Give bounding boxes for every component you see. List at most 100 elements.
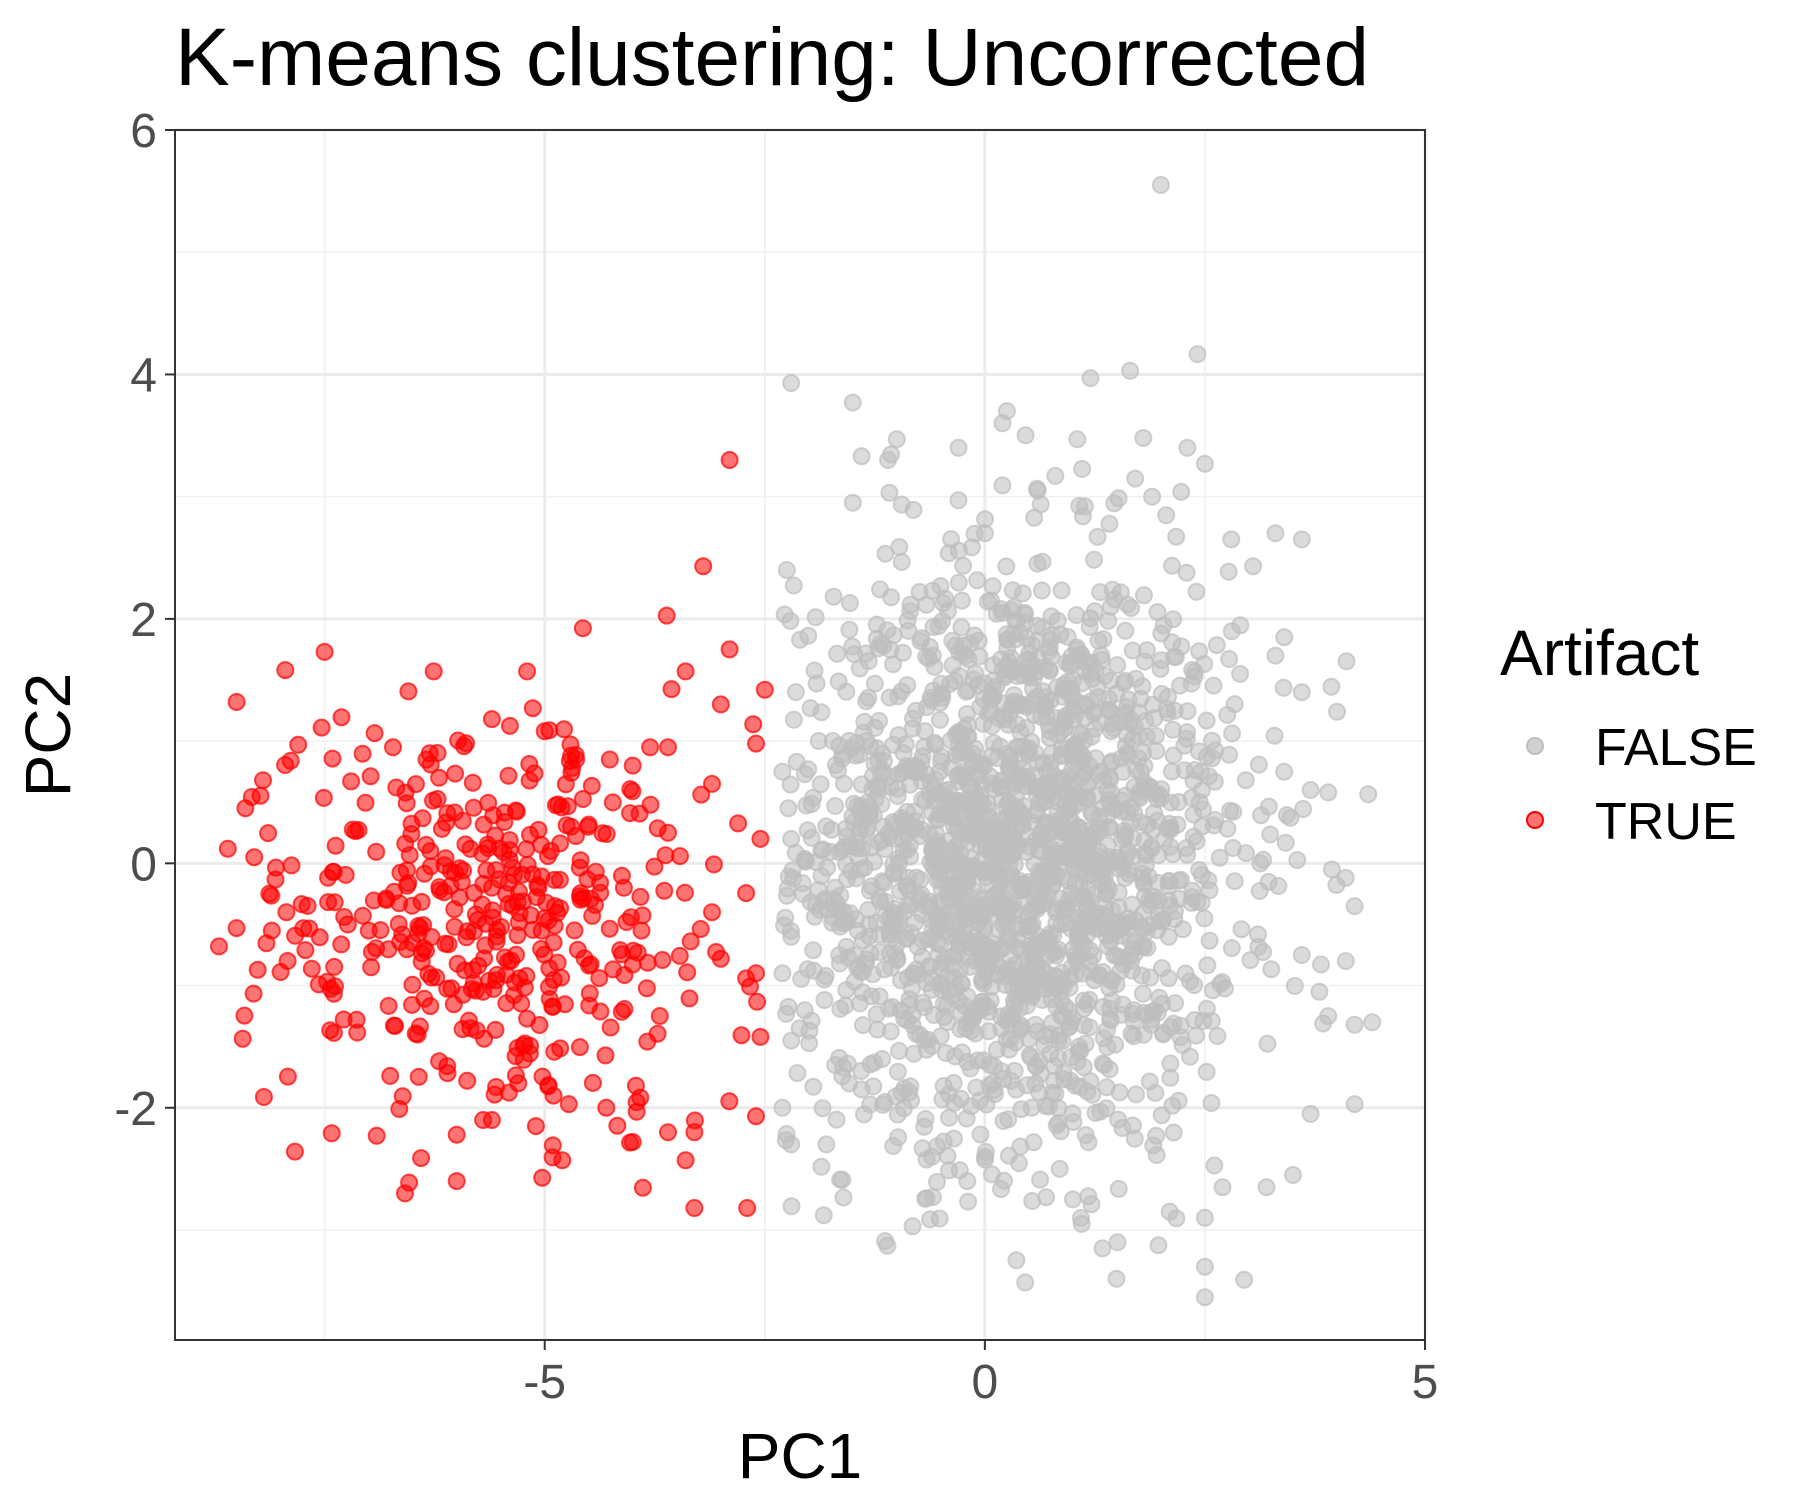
point-false xyxy=(993,414,1012,433)
point-true xyxy=(507,802,526,821)
point-false xyxy=(955,768,974,787)
point-false xyxy=(865,674,884,693)
legend-marker-false xyxy=(1526,737,1544,755)
point-false xyxy=(865,1053,884,1072)
point-true xyxy=(436,849,455,868)
point-false xyxy=(1106,853,1125,872)
point-false xyxy=(925,1006,943,1024)
point-false xyxy=(804,1077,823,1096)
point-true xyxy=(729,814,748,833)
point-false xyxy=(1162,762,1181,781)
point-true xyxy=(681,932,700,951)
point-true xyxy=(266,858,285,877)
point-true xyxy=(406,775,425,794)
point-false xyxy=(786,683,805,702)
point-false xyxy=(784,710,803,729)
point-true xyxy=(565,921,584,940)
point-true xyxy=(590,969,609,988)
point-false xyxy=(1184,771,1203,790)
point-true xyxy=(597,1098,616,1117)
point-true xyxy=(720,640,739,659)
point-true xyxy=(537,893,556,912)
point-false xyxy=(957,705,976,723)
point-false xyxy=(901,602,920,621)
point-false xyxy=(899,868,918,887)
point-false xyxy=(1062,884,1081,903)
point-false xyxy=(1161,1068,1180,1087)
point-false xyxy=(1187,832,1206,851)
point-true xyxy=(508,926,527,945)
y-tick-label: 2 xyxy=(130,594,157,647)
point-false xyxy=(795,849,814,868)
point-false xyxy=(802,1011,821,1030)
point-false xyxy=(1031,1170,1050,1189)
point-false xyxy=(1040,660,1059,679)
point-false xyxy=(1112,749,1130,768)
point-true xyxy=(720,1092,739,1111)
point-false xyxy=(1116,869,1135,887)
point-false xyxy=(993,476,1012,495)
point-true xyxy=(259,824,278,843)
point-false xyxy=(1102,722,1121,741)
point-false xyxy=(1032,879,1051,898)
point-false xyxy=(815,970,834,989)
point-true xyxy=(421,842,440,861)
point-true xyxy=(346,822,365,841)
point-false xyxy=(929,835,948,854)
point-false xyxy=(936,851,955,870)
point-false xyxy=(951,936,970,955)
point-false xyxy=(1063,1104,1082,1123)
point-false xyxy=(873,872,891,891)
point-true xyxy=(384,738,402,757)
point-false xyxy=(1041,631,1060,649)
point-false xyxy=(1178,845,1197,864)
point-true xyxy=(671,847,689,866)
point-false xyxy=(1220,745,1239,764)
point-true xyxy=(415,989,434,1008)
point-false xyxy=(773,762,792,781)
point-false xyxy=(885,899,904,918)
point-false xyxy=(931,710,949,729)
y-axis-title: PC2 xyxy=(12,673,84,798)
point-false xyxy=(1047,946,1066,965)
point-true xyxy=(457,734,476,753)
point-false xyxy=(1134,586,1153,605)
point-false xyxy=(872,795,891,813)
point-true xyxy=(711,949,730,968)
point-true xyxy=(583,1073,602,1092)
point-false xyxy=(1224,802,1243,821)
point-false xyxy=(840,620,859,639)
point-false xyxy=(830,954,849,973)
point-false xyxy=(956,916,975,935)
point-false xyxy=(871,580,889,599)
point-false xyxy=(1092,650,1111,669)
point-false xyxy=(857,692,876,711)
point-true xyxy=(623,782,642,801)
point-false xyxy=(782,927,801,946)
point-false xyxy=(1157,700,1176,718)
point-false xyxy=(1085,602,1104,621)
point-false xyxy=(1312,955,1330,974)
point-true xyxy=(499,952,518,971)
point-false xyxy=(826,878,845,897)
point-false xyxy=(948,818,967,837)
point-false xyxy=(879,451,897,469)
point-false xyxy=(1136,712,1155,730)
point-true xyxy=(445,900,464,919)
point-false xyxy=(1164,1014,1183,1033)
point-false xyxy=(1085,719,1104,738)
point-true xyxy=(365,724,384,743)
point-true xyxy=(499,766,518,785)
point-false xyxy=(931,685,950,703)
point-false xyxy=(852,447,871,466)
point-true xyxy=(415,864,434,883)
point-false xyxy=(788,1064,807,1083)
point-false xyxy=(862,838,881,857)
point-false xyxy=(1149,873,1167,892)
point-true xyxy=(296,941,315,960)
point-false xyxy=(1204,676,1223,695)
point-true xyxy=(325,893,344,912)
point-true xyxy=(506,1047,525,1066)
point-false xyxy=(1116,671,1135,690)
point-true xyxy=(543,1136,562,1155)
